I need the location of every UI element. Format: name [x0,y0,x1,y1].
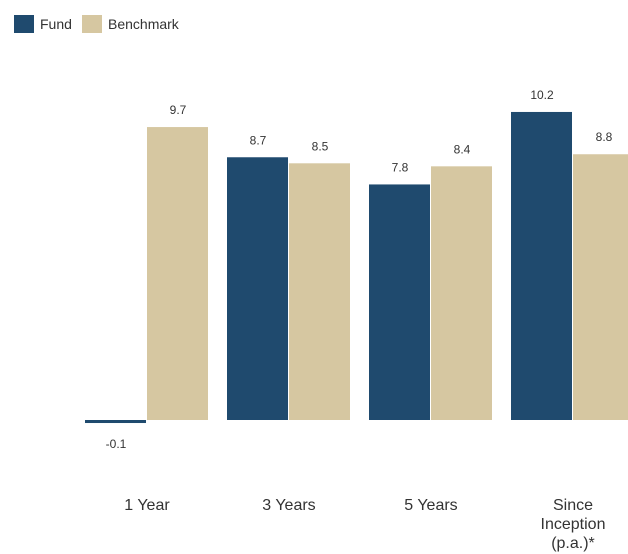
category-label-since-inception-p-a: Since Inception (p.a.)* [541,497,606,552]
value-label-benchmark-1-year: 9.7 [170,103,187,117]
value-labels-group: -0.1 9.7 8.7 8.5 7.8 8.4 10.2 8.8 [106,88,613,451]
bar-fund-5-years [369,184,430,420]
value-label-benchmark-3-years: 8.5 [312,139,329,153]
category-labels-group: 1 Year 3 Years 5 Years Since Inception (p.a.)… [124,497,605,552]
category-label-3-years: 3 Years [262,497,315,514]
bar-benchmark-3-years [289,163,350,421]
bar-fund-3-years [227,157,288,420]
legend-swatch-fund [14,15,34,33]
value-label-benchmark-since-inception-p-a: 8.8 [596,130,613,144]
value-label-benchmark-5-years: 8.4 [454,142,471,156]
value-label-fund-3-years: 8.7 [250,133,267,147]
legend-label-benchmark: Benchmark [108,16,180,32]
category-label-5-years: 5 Years [404,497,457,514]
value-label-fund-5-years: 7.8 [392,160,409,174]
chart-legend: Fund Benchmark [14,15,180,33]
bar-benchmark-1-year [147,127,208,420]
category-label-1-year: 1 Year [124,497,170,514]
value-label-fund-since-inception-p-a: 10.2 [530,88,554,102]
bar-benchmark-5-years [431,166,492,420]
bar-fund-1-year [85,420,146,424]
bar-benchmark-since-inception-p-a [573,154,628,421]
legend-swatch-benchmark [82,15,102,33]
bars-group [85,111,628,424]
bar-fund-since-inception-p-a [511,111,572,421]
value-label-fund-1-year: -0.1 [106,437,127,451]
legend-label-fund: Fund [40,16,72,32]
